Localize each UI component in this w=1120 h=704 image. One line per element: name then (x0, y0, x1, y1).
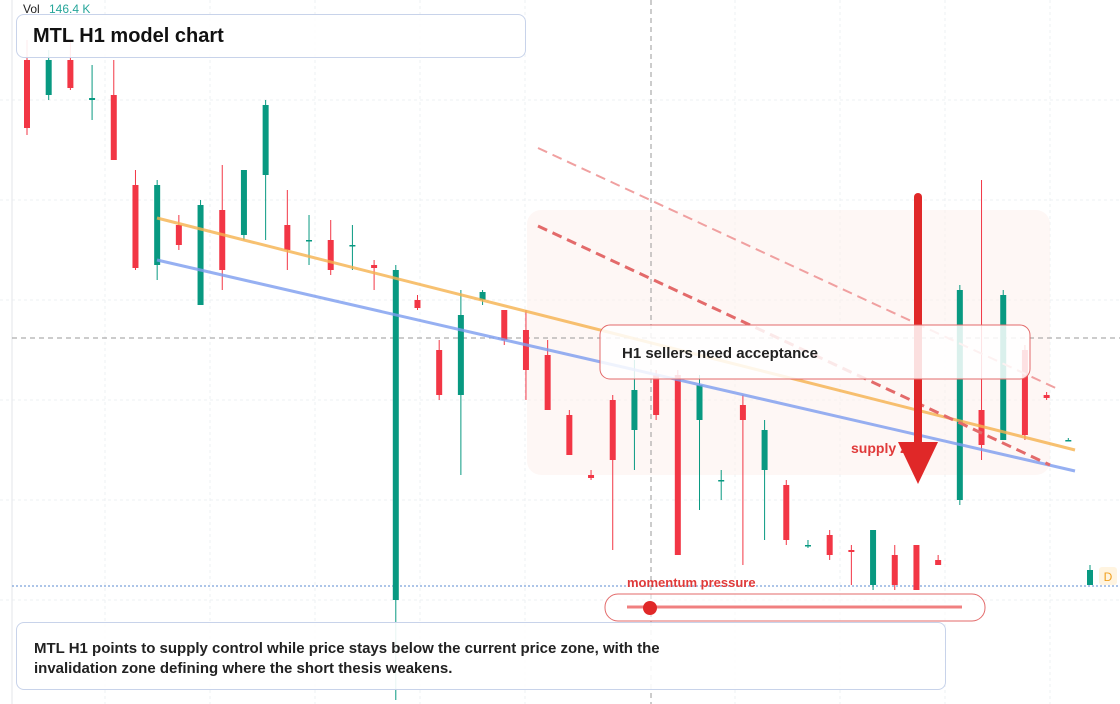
candle-body (913, 545, 920, 590)
candle-body (1087, 570, 1093, 585)
badge (1099, 567, 1117, 585)
candle-body (935, 560, 942, 565)
candle-body (457, 315, 464, 395)
candle-body (175, 225, 182, 245)
callout-text: H1 sellers need acceptance (622, 345, 818, 362)
callout-box (599, 324, 1031, 380)
candle-body (110, 95, 117, 160)
candle-body (631, 390, 638, 430)
candle-body (653, 375, 660, 415)
candle-body (414, 300, 421, 308)
candle-body (327, 240, 334, 270)
candle-body (67, 60, 74, 88)
momentum-knob (643, 601, 657, 615)
candle-body (132, 185, 139, 268)
candle-body (24, 60, 30, 128)
candle-body (436, 350, 443, 395)
candle-body (566, 415, 573, 455)
candle-body (848, 550, 855, 552)
candle-body (956, 290, 963, 500)
candle-body (197, 205, 204, 305)
volume-value: 146.4 K (49, 2, 90, 16)
candle-body (284, 225, 291, 250)
badge-text: D (1104, 570, 1113, 584)
candle-body (674, 375, 681, 555)
title: MTL H1 model chart (33, 25, 224, 47)
channel-line (537, 224, 1051, 467)
candle-body (1021, 350, 1028, 435)
candle-body (891, 555, 898, 585)
candle-body (89, 98, 96, 100)
candle-body (739, 405, 746, 420)
candle-body (718, 480, 725, 482)
candle-body (501, 310, 508, 340)
arrow-head (898, 442, 938, 484)
candle-body (544, 355, 551, 410)
candle-body (219, 210, 226, 270)
candle-body (826, 535, 833, 555)
candle-body (349, 245, 356, 247)
candle-body (1043, 395, 1050, 398)
caption-box: MTL H1 points to supply control while pr… (16, 622, 946, 690)
caption: MTL H1 points to supply control while pr… (34, 640, 660, 677)
candle-body (306, 240, 313, 242)
candle-body (154, 185, 161, 265)
candle-body (783, 485, 790, 540)
candle-body (870, 530, 877, 585)
candle-body (1065, 440, 1072, 442)
candle-body (479, 292, 486, 300)
candle-body (696, 385, 703, 420)
candle-body (761, 430, 768, 470)
candle-body (392, 270, 399, 600)
candle-body (609, 400, 616, 460)
candle-body (804, 545, 811, 547)
volume-label: Vol (23, 2, 40, 16)
candle-body (588, 475, 595, 478)
candle-body (240, 170, 247, 235)
candle-body (371, 265, 378, 268)
candle-body (262, 105, 269, 175)
momentum-label: momentum pressure (627, 575, 756, 590)
title-box: MTL H1 model chart (16, 14, 526, 58)
candle-body (45, 60, 52, 95)
candle-body (522, 330, 529, 370)
